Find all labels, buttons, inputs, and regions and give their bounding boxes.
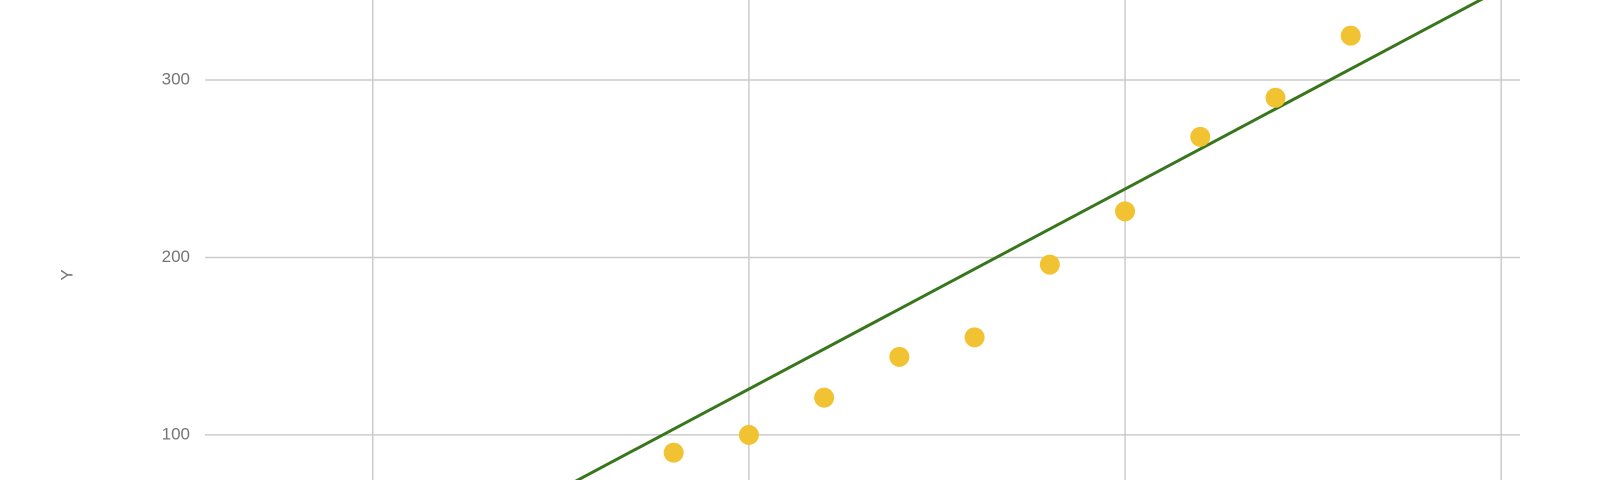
trendline [574,0,1484,480]
data-point [1190,126,1211,147]
y-tick-label: 100 [162,424,190,443]
data-point [738,424,759,445]
data-point [889,346,910,367]
y-tick-label: 200 [162,247,190,266]
data-point [964,327,985,348]
y-tick-label: 300 [162,70,190,89]
data-point [1115,201,1136,222]
y-axis-label: Y [57,269,76,280]
data-point [1265,87,1286,108]
data-point [663,442,684,463]
data-point [1039,254,1060,275]
data-point [1340,25,1361,46]
data-point [814,387,835,408]
